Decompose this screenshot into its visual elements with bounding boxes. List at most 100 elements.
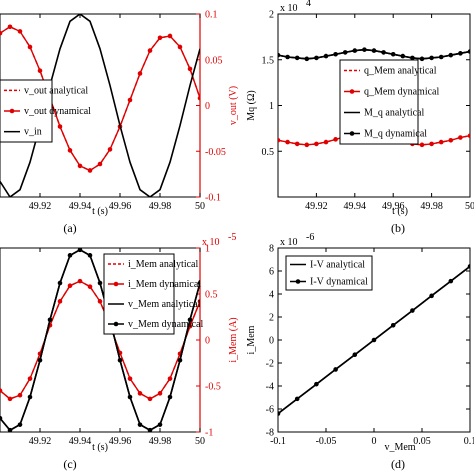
panel-caption: (d) [391,457,405,471]
series-marker [87,168,93,173]
series-marker [27,44,33,50]
series-marker [57,124,63,129]
x-tick-label: 49.96 [109,436,132,447]
series-marker [167,376,173,381]
series-marker [167,33,173,39]
x-tick-label: 49.92 [29,201,52,212]
series-marker [410,55,415,61]
legend-marker [9,108,15,114]
legend: I-V analytical I-V dynamical [285,255,373,291]
x-tick-label: 50 [465,201,474,212]
series-marker [157,391,163,396]
series-marker [17,392,23,398]
series-marker [7,24,13,30]
y-tick-label: 0.5 [262,147,275,158]
series-marker [197,299,200,304]
chart-panel-d: -0.1 -0.05 0 0.05 0.1 8 6 4 2 0 -2 -4 -6 -8 x 10 -6 v_Me… [246,232,474,471]
legend-label: v_in [24,127,42,138]
y-multiplier: x 10 [280,3,298,14]
series-marker [87,253,93,258]
panel-caption: (a) [63,221,76,235]
series-marker [37,68,43,74]
y-tick-label: -6 [266,405,274,416]
x-tick-label: 50 [195,201,205,212]
series-marker [147,427,153,432]
series-marker [410,308,415,313]
x-tick-label: -0.05 [316,436,337,447]
y-tick-label: 0 [205,101,210,112]
series-marker [458,135,463,140]
series-marker [157,422,163,427]
y-tick-label: 4 [269,290,274,301]
series-marker [97,161,103,167]
series-group [278,264,470,416]
series-marker [294,396,300,402]
series-marker [117,357,123,363]
y-tick-label: 2 [269,313,274,324]
series-group [0,14,200,197]
series-marker [197,280,200,286]
x-tick-label: 50 [195,436,205,447]
series-marker [438,54,444,60]
series-marker [438,139,444,145]
legend-label: M_q analytical [364,108,424,119]
y-tick-label: 6 [269,267,274,278]
series-marker [362,47,367,52]
series-marker [323,139,329,145]
legend: i_Mem analytical i_Mem dynamical v_Mem ana… [103,253,203,335]
legend-label: q_Mem dynamical [364,87,439,98]
series-marker [0,415,3,421]
series-marker [187,66,193,72]
y-tick-label: -8 [266,428,274,439]
series-marker [467,264,470,269]
series-marker [333,51,338,57]
legend-label: q_Mem analytical [364,66,437,77]
y-axis-label: v_out (V) [228,86,239,125]
series-marker [127,394,133,400]
series-marker [157,35,163,41]
y-tick-label: -1 [205,428,213,439]
series-marker [147,48,153,53]
legend-box [339,59,419,145]
series-marker [67,253,73,258]
x-tick-label: 49.94 [69,201,92,212]
series-line-2 [0,14,200,197]
legend-label: i_Mem analytical [128,259,198,270]
series-marker [177,44,183,50]
y-tick-label: -0.1 [205,193,221,204]
series-marker [448,52,454,58]
legend-label: v_Mem analytical [128,299,201,310]
x-tick-label: 49.98 [149,436,172,447]
series-marker [371,48,377,53]
series-marker [137,391,143,396]
series-marker [467,49,470,54]
series-marker [314,55,319,61]
y-tick-label: 0.05 [205,55,223,66]
y-tick-label: 0.5 [205,290,218,301]
series-marker [0,388,3,393]
series-marker [285,54,290,60]
series-marker [429,141,434,147]
series-marker [278,137,281,143]
x-tick-label: 0 [372,436,377,447]
panel-caption: (c) [63,457,76,471]
series-marker [137,71,143,76]
legend-box [103,253,175,335]
series-marker [278,411,281,416]
series-marker [448,278,454,284]
x-tick-label: 49.98 [420,201,443,212]
series-marker [419,142,425,148]
series-marker [371,337,377,343]
series-marker [323,53,329,59]
legend-box [285,255,373,291]
series-marker [352,352,358,358]
series-marker [7,396,13,402]
chart-panel-a: 49.92 49.94 49.96 49.98 50 0.1 0.05 0 -0.05 -0.1 t… [0,10,239,235]
y-multiplier-exponent: 4 [306,0,311,9]
series-marker [314,141,319,147]
series-marker [333,137,338,142]
legend-label: i_Mem dynamical [128,279,201,290]
x-tick-label: 0.05 [413,436,431,447]
series-marker [17,422,23,427]
series-marker [333,367,338,372]
